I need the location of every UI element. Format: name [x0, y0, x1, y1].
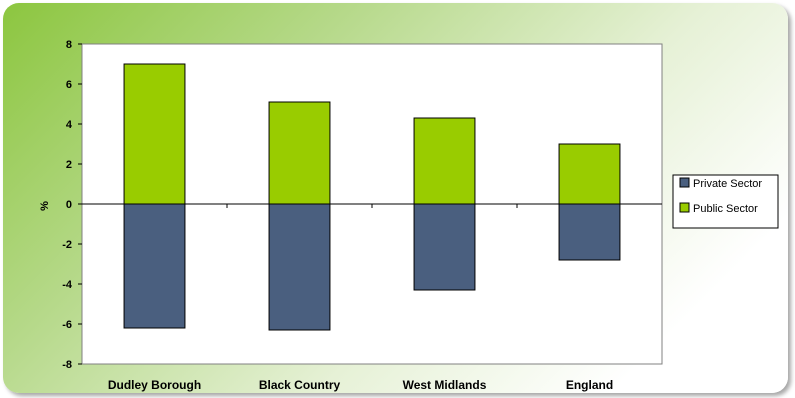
- legend-swatch: [679, 177, 690, 188]
- y-tick-label: -8: [62, 359, 72, 371]
- x-axis-categories: Dudley Borough Black Country West Midlands…: [108, 378, 613, 392]
- x-category-label: Dudley Borough: [108, 378, 201, 392]
- x-category-label: Black Country: [259, 378, 341, 392]
- y-tick-label: 2: [66, 159, 72, 171]
- bar-private-sector: [413, 203, 476, 291]
- legend-box: [672, 174, 779, 229]
- y-axis-ticks: 8 6 4 2 0 -2 -4 -6 -8: [62, 39, 82, 371]
- y-axis-label: %: [39, 201, 51, 211]
- legend: Private Sector Public Sector: [672, 174, 779, 229]
- y-tick-label: -4: [62, 279, 73, 291]
- y-tick-label: -2: [62, 239, 72, 251]
- y-tick-label: 4: [66, 119, 73, 131]
- y-tick-label: -6: [62, 319, 72, 331]
- bar-private-sector: [268, 203, 331, 331]
- bar-public-sector: [268, 101, 331, 205]
- x-category-label: England: [566, 378, 613, 392]
- legend-swatch: [679, 202, 690, 213]
- y-tick-label: 0: [66, 199, 72, 211]
- legend-label: Public Sector: [693, 203, 758, 215]
- x-category-label: West Midlands: [403, 378, 487, 392]
- y-tick-label: 6: [66, 79, 72, 91]
- bar-private-sector: [558, 203, 621, 261]
- bar-private-sector: [123, 203, 186, 329]
- y-tick-label: 8: [66, 39, 72, 51]
- bar-public-sector: [413, 117, 476, 205]
- bars: [123, 63, 621, 331]
- bar-public-sector: [123, 63, 186, 205]
- bar-public-sector: [558, 143, 621, 205]
- legend-label: Private Sector: [693, 178, 762, 190]
